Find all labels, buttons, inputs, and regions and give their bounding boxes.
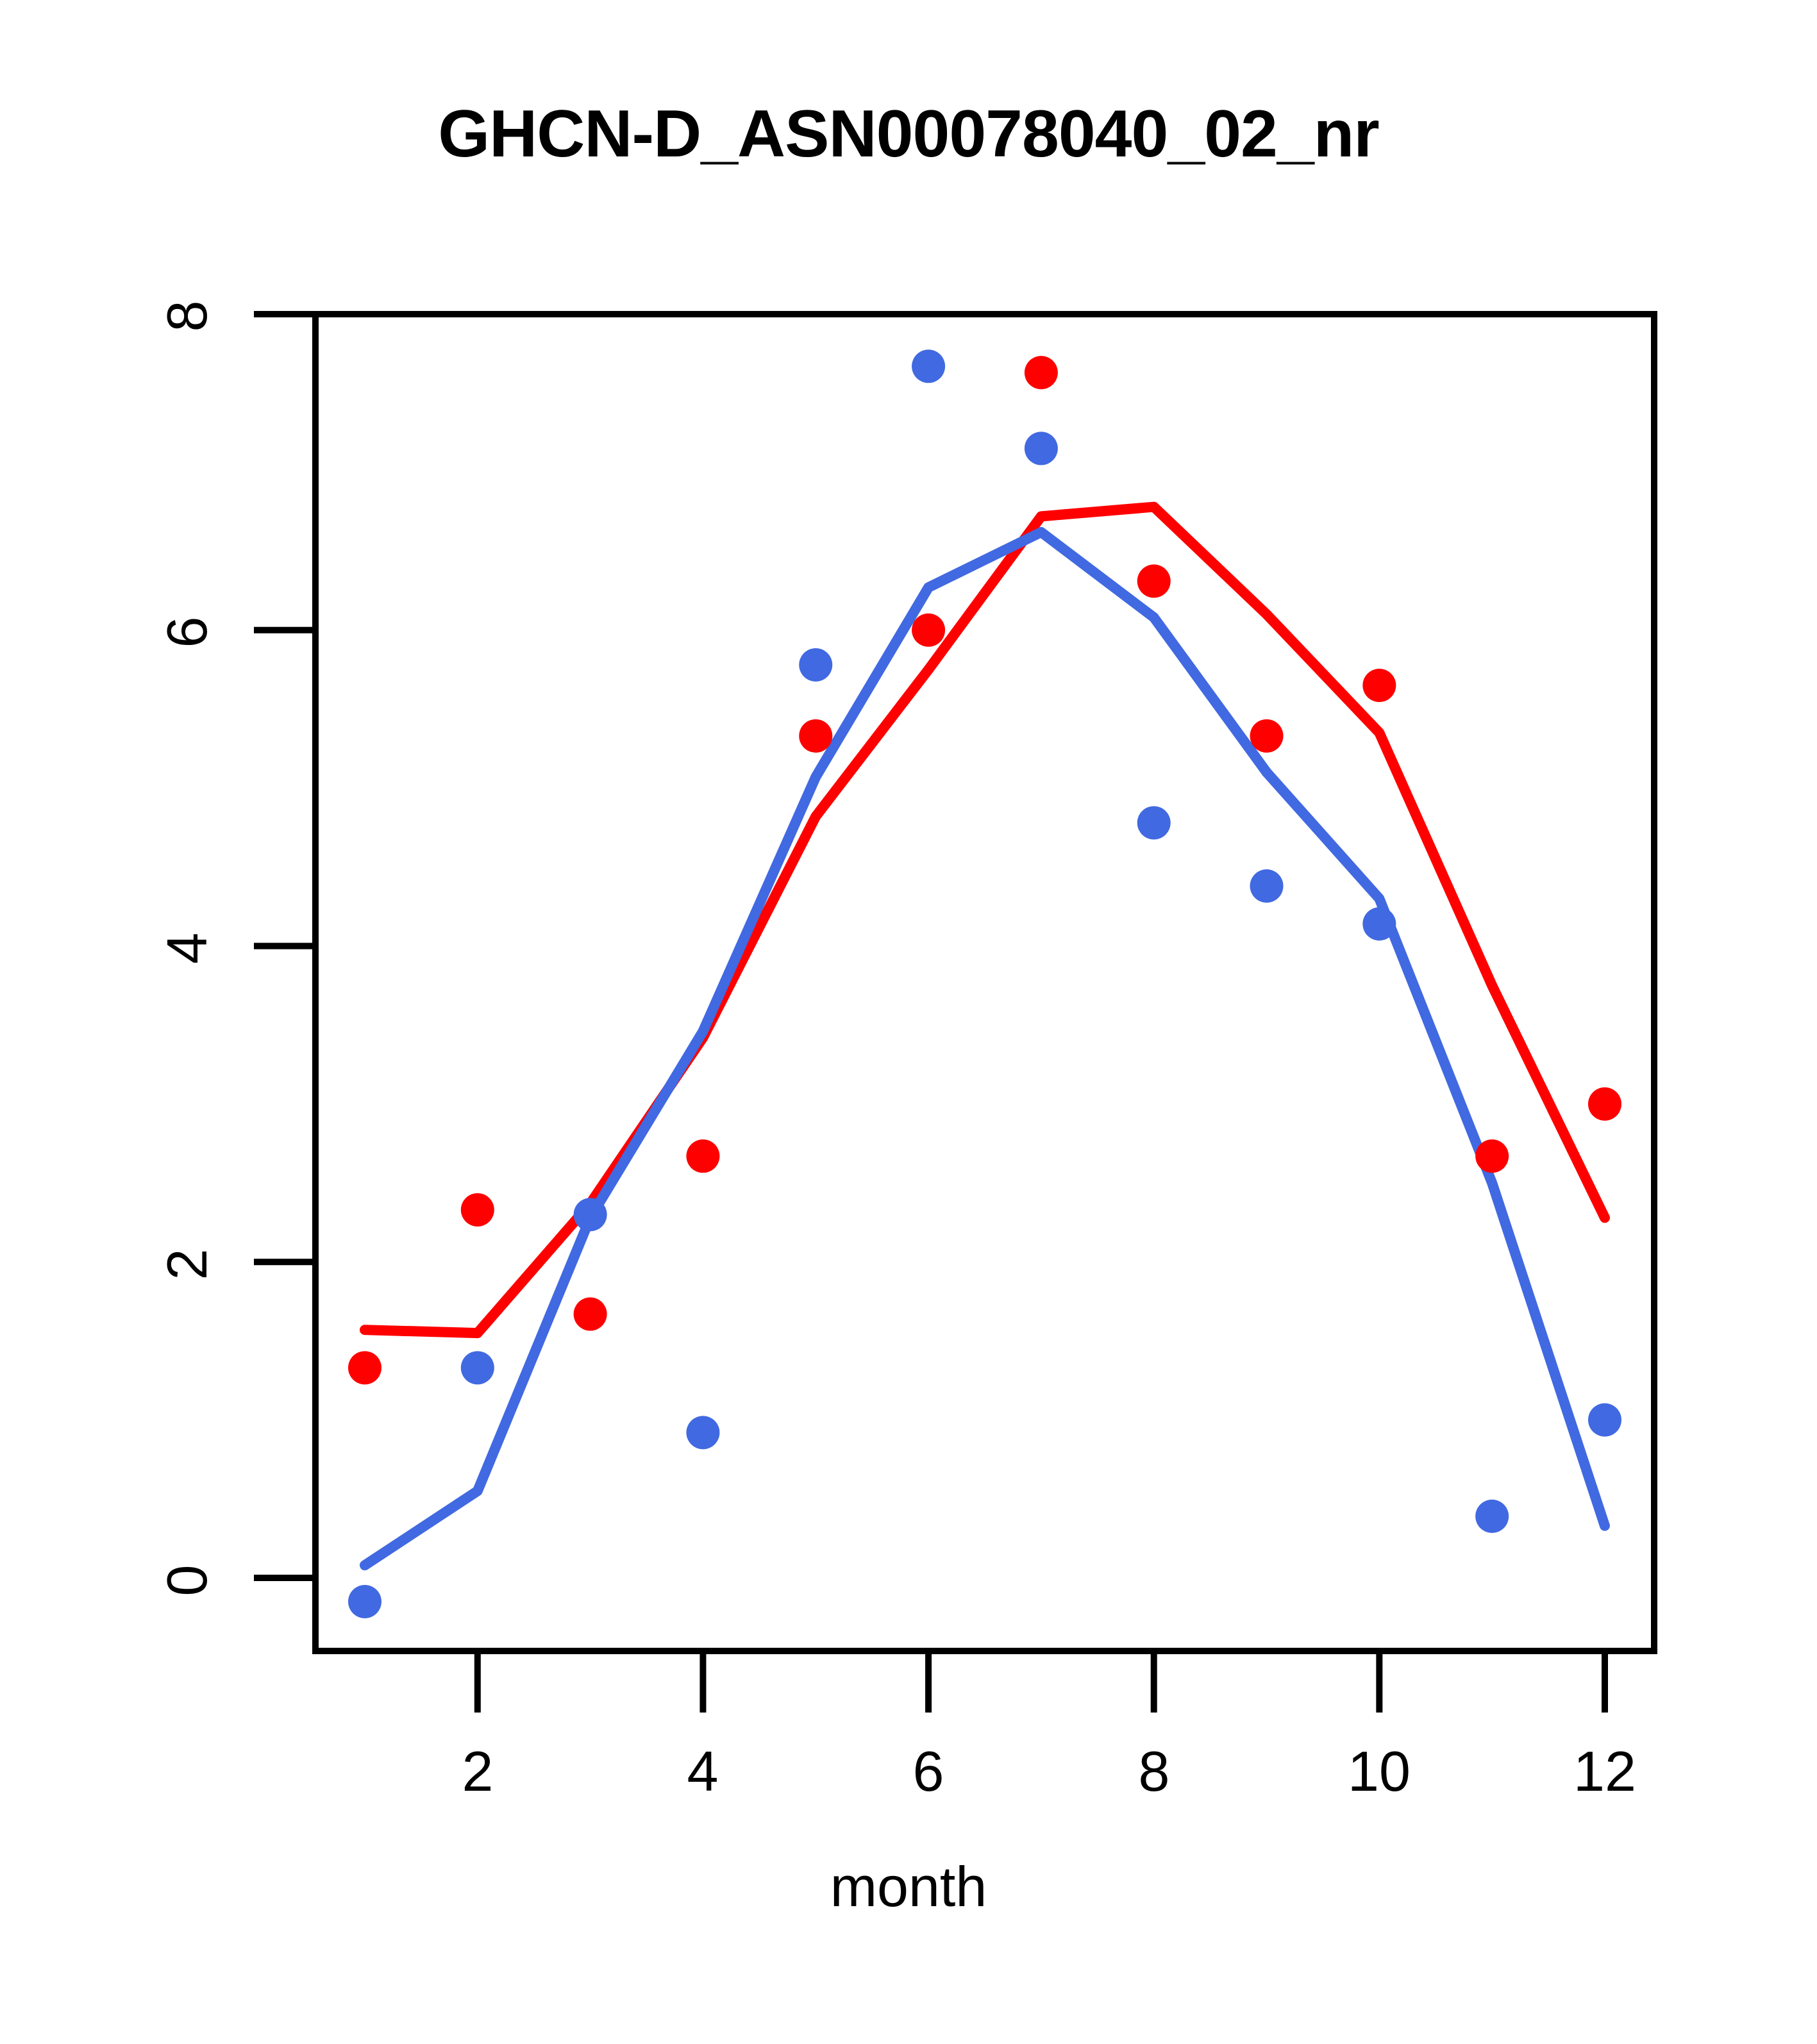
series-line-blue-line: [360, 527, 1610, 1571]
data-point-red-points: [1362, 668, 1396, 702]
data-point-red-points: [348, 1351, 381, 1385]
y-tick-label-2: 2: [155, 1248, 219, 1280]
series-line-red-line: [360, 501, 1610, 1339]
data-point-blue-points: [1362, 907, 1396, 941]
data-point-red-points: [912, 613, 946, 647]
data-point-red-points: [686, 1139, 720, 1173]
data-point-blue-points: [686, 1416, 720, 1450]
data-point-red-points: [1137, 564, 1171, 598]
x-tick-label-6: 6: [912, 1739, 944, 1803]
data-point-red-points: [460, 1193, 494, 1227]
x-tick-label-2: 2: [462, 1739, 494, 1803]
y-tick-label-0: 0: [155, 1564, 219, 1596]
data-point-blue-points: [1588, 1403, 1621, 1437]
data-point-red-points: [573, 1297, 607, 1331]
x-axis-title: month: [830, 1855, 987, 1918]
data-point-blue-points: [799, 648, 833, 682]
x-tick-label-8: 8: [1138, 1739, 1170, 1803]
data-point-red-points: [1475, 1139, 1509, 1173]
data-point-red-points: [1024, 356, 1058, 390]
data-point-blue-points: [573, 1198, 607, 1232]
plot-frame: [312, 311, 1657, 1654]
data-point-blue-points: [1137, 806, 1171, 840]
y-tick-label-8: 8: [155, 300, 219, 332]
data-point-blue-points: [1250, 869, 1284, 903]
y-tick-label-4: 4: [155, 932, 219, 964]
data-point-blue-points: [348, 1584, 381, 1618]
data-point-blue-points: [912, 349, 946, 383]
data-point-red-points: [1588, 1087, 1621, 1121]
x-tick-label-4: 4: [687, 1739, 719, 1803]
y-tick-label-6: 6: [155, 616, 219, 648]
data-point-red-points: [799, 719, 833, 753]
page-title: GHCN-D_ASN00078040_02_nr: [438, 97, 1379, 171]
data-point-blue-points: [1024, 431, 1058, 465]
x-tick-label-10: 10: [1348, 1739, 1411, 1803]
data-point-blue-points: [1475, 1499, 1509, 1533]
data-point-red-points: [1250, 719, 1284, 753]
x-tick-label-12: 12: [1573, 1739, 1636, 1803]
data-point-blue-points: [460, 1351, 494, 1385]
